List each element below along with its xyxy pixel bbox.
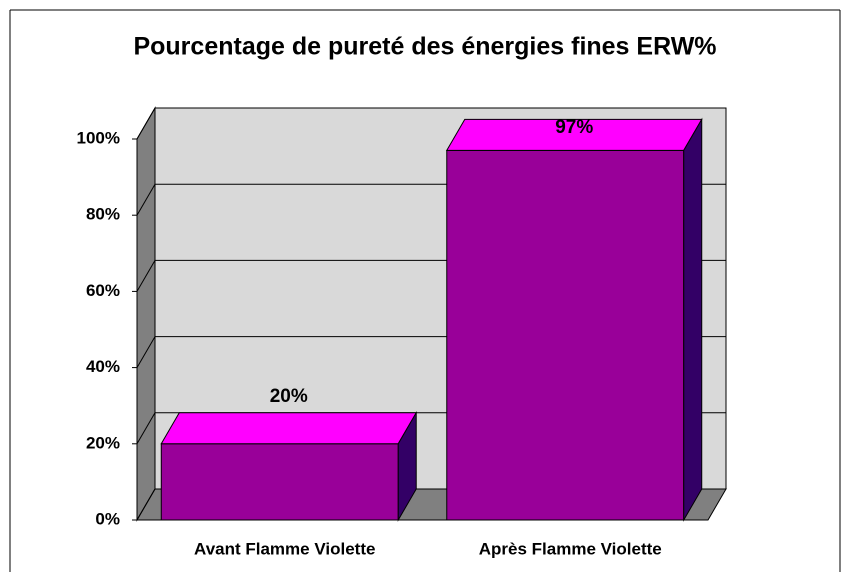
- grid-line: [136, 412, 156, 445]
- side-wall: [136, 106, 156, 522]
- grid-line: [136, 260, 156, 292]
- data-label: 20%: [270, 386, 308, 407]
- x-tick-label: Avant Flamme Violette: [194, 539, 375, 558]
- y-tick-label: 20%: [86, 433, 120, 452]
- bar-side: [397, 410, 417, 522]
- grid-line: [136, 183, 156, 216]
- bar-side: [683, 117, 703, 522]
- y-tick-label: 60%: [86, 281, 120, 300]
- grid-line: [136, 107, 156, 140]
- x-tick-label: Après Flamme Violette: [479, 539, 662, 558]
- chart-title: Pourcentage de pureté des énergies fines…: [133, 33, 716, 61]
- y-tick-label: 80%: [86, 205, 120, 224]
- bar: [160, 443, 399, 521]
- y-tick-label: 100%: [77, 128, 120, 147]
- grid-line: [136, 488, 156, 521]
- bar-top: [160, 412, 418, 445]
- bar: [446, 149, 685, 521]
- y-tick-label: 0%: [95, 509, 120, 528]
- grid-line: [136, 336, 156, 368]
- y-tick-label: 40%: [86, 357, 120, 376]
- data-label: 97%: [555, 117, 593, 138]
